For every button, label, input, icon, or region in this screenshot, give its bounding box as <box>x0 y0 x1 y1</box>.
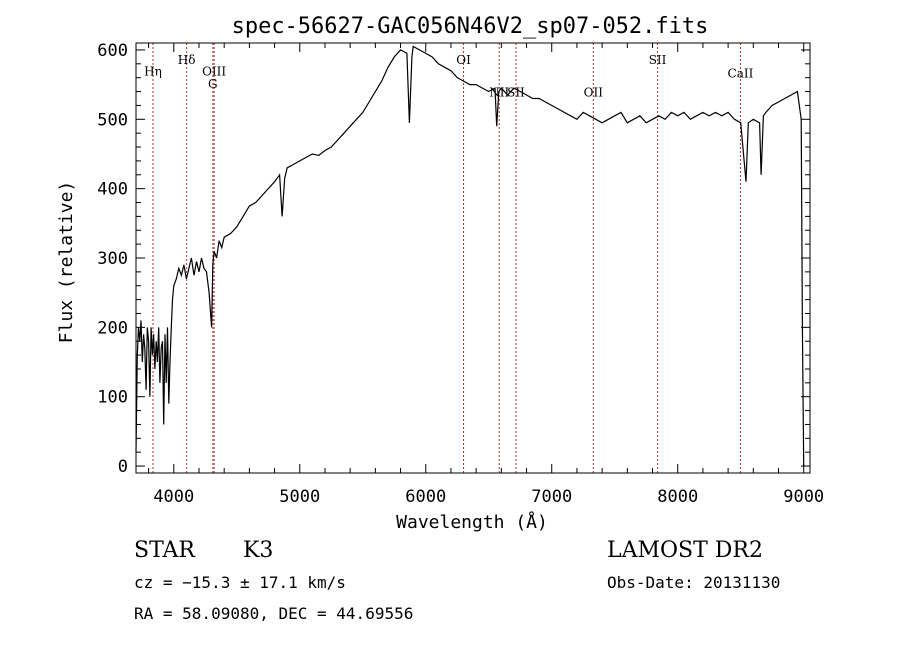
redshift-text: cz = −15.3 ± 17.1 km/s <box>134 573 346 592</box>
coordinates-text: RA = 58.09080, DEC = 44.69556 <box>134 604 414 623</box>
x-axis-ticks: 4000 5000 6000 7000 8000 9000 <box>148 43 824 507</box>
x-tick-label: 7000 <box>531 487 572 507</box>
y-tick-label: 200 <box>97 318 128 338</box>
plot-frame <box>135 42 811 474</box>
x-axis-label: Wavelength (Å) <box>396 511 548 533</box>
x-tick-label: 9000 <box>783 487 824 507</box>
y-tick-label: 400 <box>97 180 128 200</box>
x-tick-label: 4000 <box>153 487 194 507</box>
obs-date-text: Obs-Date: 20131130 <box>607 573 781 592</box>
y-axis-ticks: 0 100 200 300 400 500 600 <box>97 41 810 477</box>
spectrum-line <box>135 45 805 467</box>
y-tick-label: 600 <box>97 41 128 61</box>
line-label-8: SII <box>649 53 667 67</box>
y-axis-label: Flux (relative) <box>56 181 77 344</box>
x-tick-label: 8000 <box>657 487 698 507</box>
chart-title: spec-56627-GAC056N46V2_sp07-052.fits <box>232 14 709 39</box>
line-label-1: Hδ <box>178 53 196 67</box>
survey-name: LAMOST DR2 <box>607 538 763 563</box>
y-tick-label: 100 <box>97 388 128 408</box>
x-tick-label: 6000 <box>405 487 446 507</box>
object-class: STAR <box>134 538 195 563</box>
y-tick-label: 300 <box>97 249 128 269</box>
line-label-0: Hη <box>144 65 162 79</box>
x-tick-label: 5000 <box>279 487 320 507</box>
line-label-4: OI <box>456 53 471 67</box>
line-label-7: OII <box>584 85 604 99</box>
y-tick-label: 500 <box>97 110 128 130</box>
line-label-2: OIII <box>202 65 226 79</box>
subclass: K3 <box>243 538 274 563</box>
line-label-6: SII <box>507 85 525 99</box>
line-label-3: G <box>208 77 218 91</box>
line-label-9: CaII <box>728 67 754 81</box>
y-tick-label: 0 <box>118 457 128 477</box>
